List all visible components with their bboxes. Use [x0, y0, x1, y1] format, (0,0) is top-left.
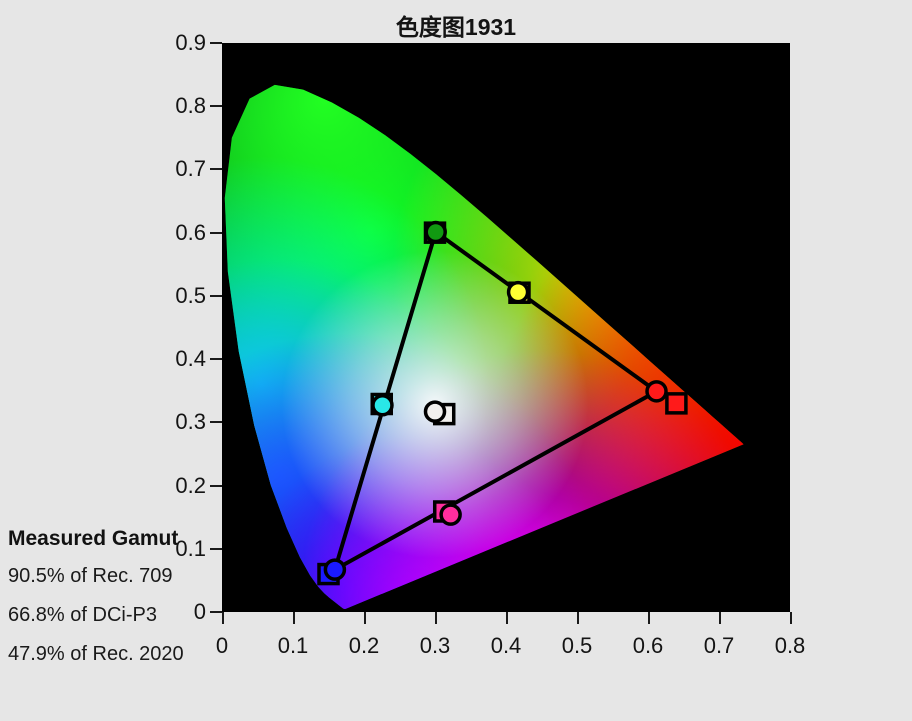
gamut-coverage-rec709: 90.5% of Rec. 709 — [8, 565, 173, 587]
measured-marker-blue — [323, 558, 347, 581]
page-title: 色度图1931 — [395, 14, 517, 40]
x-tick-label: 0.2 — [348, 633, 380, 658]
y-tick-label: 0.2 — [175, 472, 206, 498]
chromaticity-diagram-svg — [222, 43, 790, 612]
target-marker-red — [665, 392, 688, 415]
x-tick-label: 0.4 — [490, 633, 522, 658]
y-tick-mark — [210, 105, 222, 108]
x-tick-mark — [293, 612, 295, 624]
measured-marker-white — [423, 400, 447, 423]
y-tick-mark — [210, 42, 222, 44]
plot-area — [222, 43, 790, 612]
y-tick-label: 0.5 — [175, 282, 206, 308]
x-tick-label: 0.6 — [632, 633, 664, 658]
gamut-coverage-rec2020: 47.9% of Rec. 2020 — [8, 643, 184, 665]
x-tick-mark — [790, 612, 792, 624]
x-tick-label: 0.1 — [277, 633, 309, 658]
x-tick-label: 0.5 — [561, 633, 593, 658]
marker-layer — [317, 220, 688, 586]
measured-marker-green — [424, 220, 447, 244]
x-tick-mark — [719, 612, 721, 624]
y-tick-label: 0.7 — [175, 156, 206, 182]
y-tick-mark — [210, 294, 222, 297]
x-tick-mark — [222, 612, 224, 624]
x-tick-mark — [364, 612, 366, 624]
measured-marker-red — [645, 380, 668, 403]
y-tick-label: 0.1 — [175, 535, 206, 561]
y-tick-mark — [210, 231, 222, 234]
y-tick-label: 0.8 — [175, 93, 206, 119]
y-tick-label: 0.4 — [175, 346, 206, 372]
gamut-coverage-dcip3: 66.8% of DCi-P3 — [8, 604, 157, 626]
y-tick-mark — [210, 611, 222, 613]
y-tick-mark — [210, 484, 222, 487]
measured-marker-cyan — [371, 394, 394, 417]
gamut-summary-title: Measured Gamut — [8, 527, 179, 550]
y-tick-label: 0 — [193, 599, 206, 624]
y-tick-mark — [210, 547, 222, 550]
x-tick-mark — [577, 612, 579, 624]
y-tick-mark — [210, 421, 222, 424]
y-tick-label: 0.6 — [175, 219, 206, 245]
measured-gamut-summary: Measured Gamut 90.5% of Rec. 709 66.8% o… — [8, 527, 248, 682]
x-tick-mark — [506, 612, 508, 624]
x-tick-label: 0 — [215, 633, 229, 658]
measured-marker-yellow — [506, 280, 530, 304]
x-tick-label: 0.7 — [703, 633, 735, 658]
x-tick-label: 0.3 — [419, 633, 451, 658]
measured-marker-magenta — [439, 503, 462, 526]
y-tick-mark — [210, 358, 222, 361]
x-tick-mark — [648, 612, 650, 624]
y-tick-label: 0.3 — [175, 409, 206, 435]
y-tick-label: 0.9 — [175, 30, 206, 55]
y-tick-mark — [210, 168, 222, 171]
x-tick-label: 0.8 — [774, 633, 806, 658]
x-tick-mark — [435, 612, 437, 624]
